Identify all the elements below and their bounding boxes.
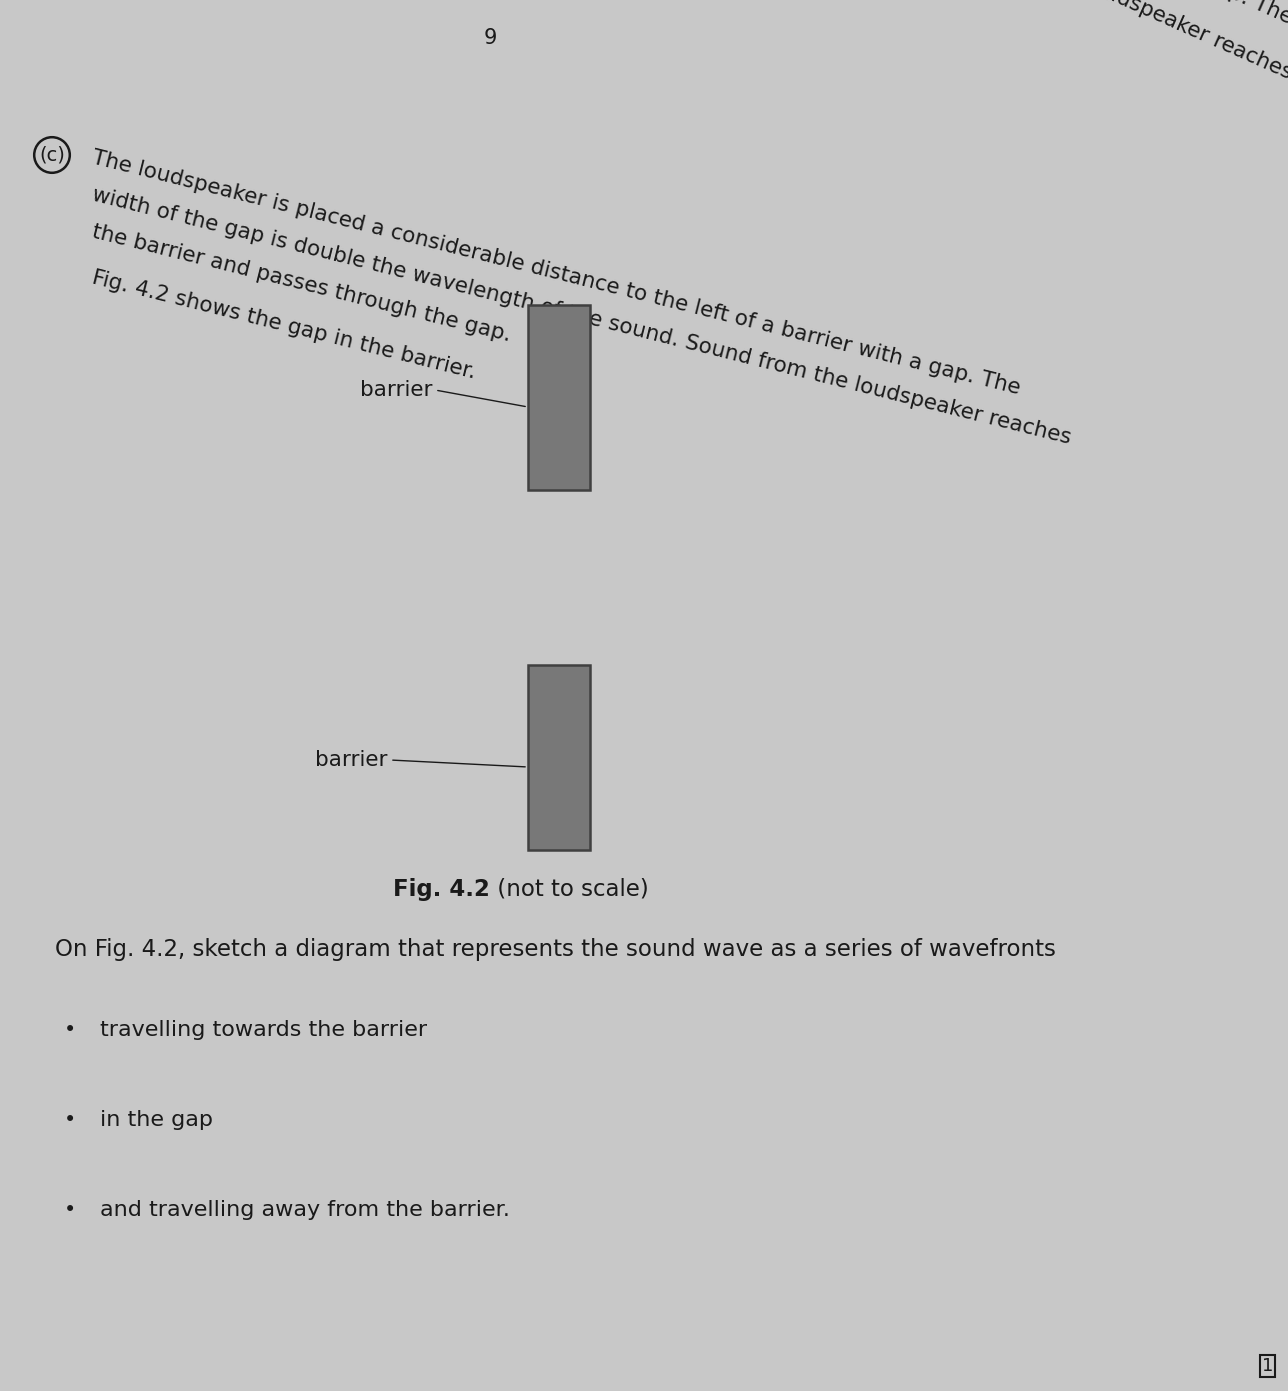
Bar	[528, 305, 590, 490]
Bar	[528, 665, 590, 850]
Text: in the gap: in the gap	[100, 1110, 213, 1129]
Text: •: •	[64, 1200, 76, 1220]
Text: width of the gap is double the wavelength of the sound. Sound from the loudspeak: width of the gap is double the wavelengt…	[366, 0, 1288, 83]
Text: Fig. 4.2 shows the gap in the barrier.: Fig. 4.2 shows the gap in the barrier.	[90, 268, 478, 383]
Text: the barrier and passes through the gap.: the barrier and passes through the gap.	[90, 223, 514, 346]
Text: Fig. 4.2: Fig. 4.2	[393, 878, 489, 901]
Text: The loudspeaker is placed a considerable distance to the left of a barrier with : The loudspeaker is placed a considerable…	[90, 147, 1023, 399]
Text: and travelling away from the barrier.: and travelling away from the barrier.	[100, 1200, 510, 1220]
Text: On Fig. 4.2, sketch a diagram that represents the sound wave as a series of wave: On Fig. 4.2, sketch a diagram that repre…	[55, 938, 1056, 961]
Text: •: •	[64, 1020, 76, 1040]
Text: 9: 9	[483, 28, 497, 49]
Text: •: •	[64, 1110, 76, 1129]
Text: barrier: barrier	[316, 750, 388, 771]
Text: (not to scale): (not to scale)	[489, 878, 649, 901]
Text: 1: 1	[1262, 1358, 1274, 1374]
Text: (c): (c)	[39, 146, 64, 164]
Text: width of the gap is double the wavelength of the sound. Sound from the loudspeak: width of the gap is double the wavelengt…	[90, 185, 1073, 448]
Text: travelling towards the barrier: travelling towards the barrier	[100, 1020, 428, 1040]
Text: The loudspeaker is placed a considerable distance to the left of a barrier with : The loudspeaker is placed a considerable…	[413, 0, 1288, 28]
Text: barrier: barrier	[361, 380, 433, 401]
